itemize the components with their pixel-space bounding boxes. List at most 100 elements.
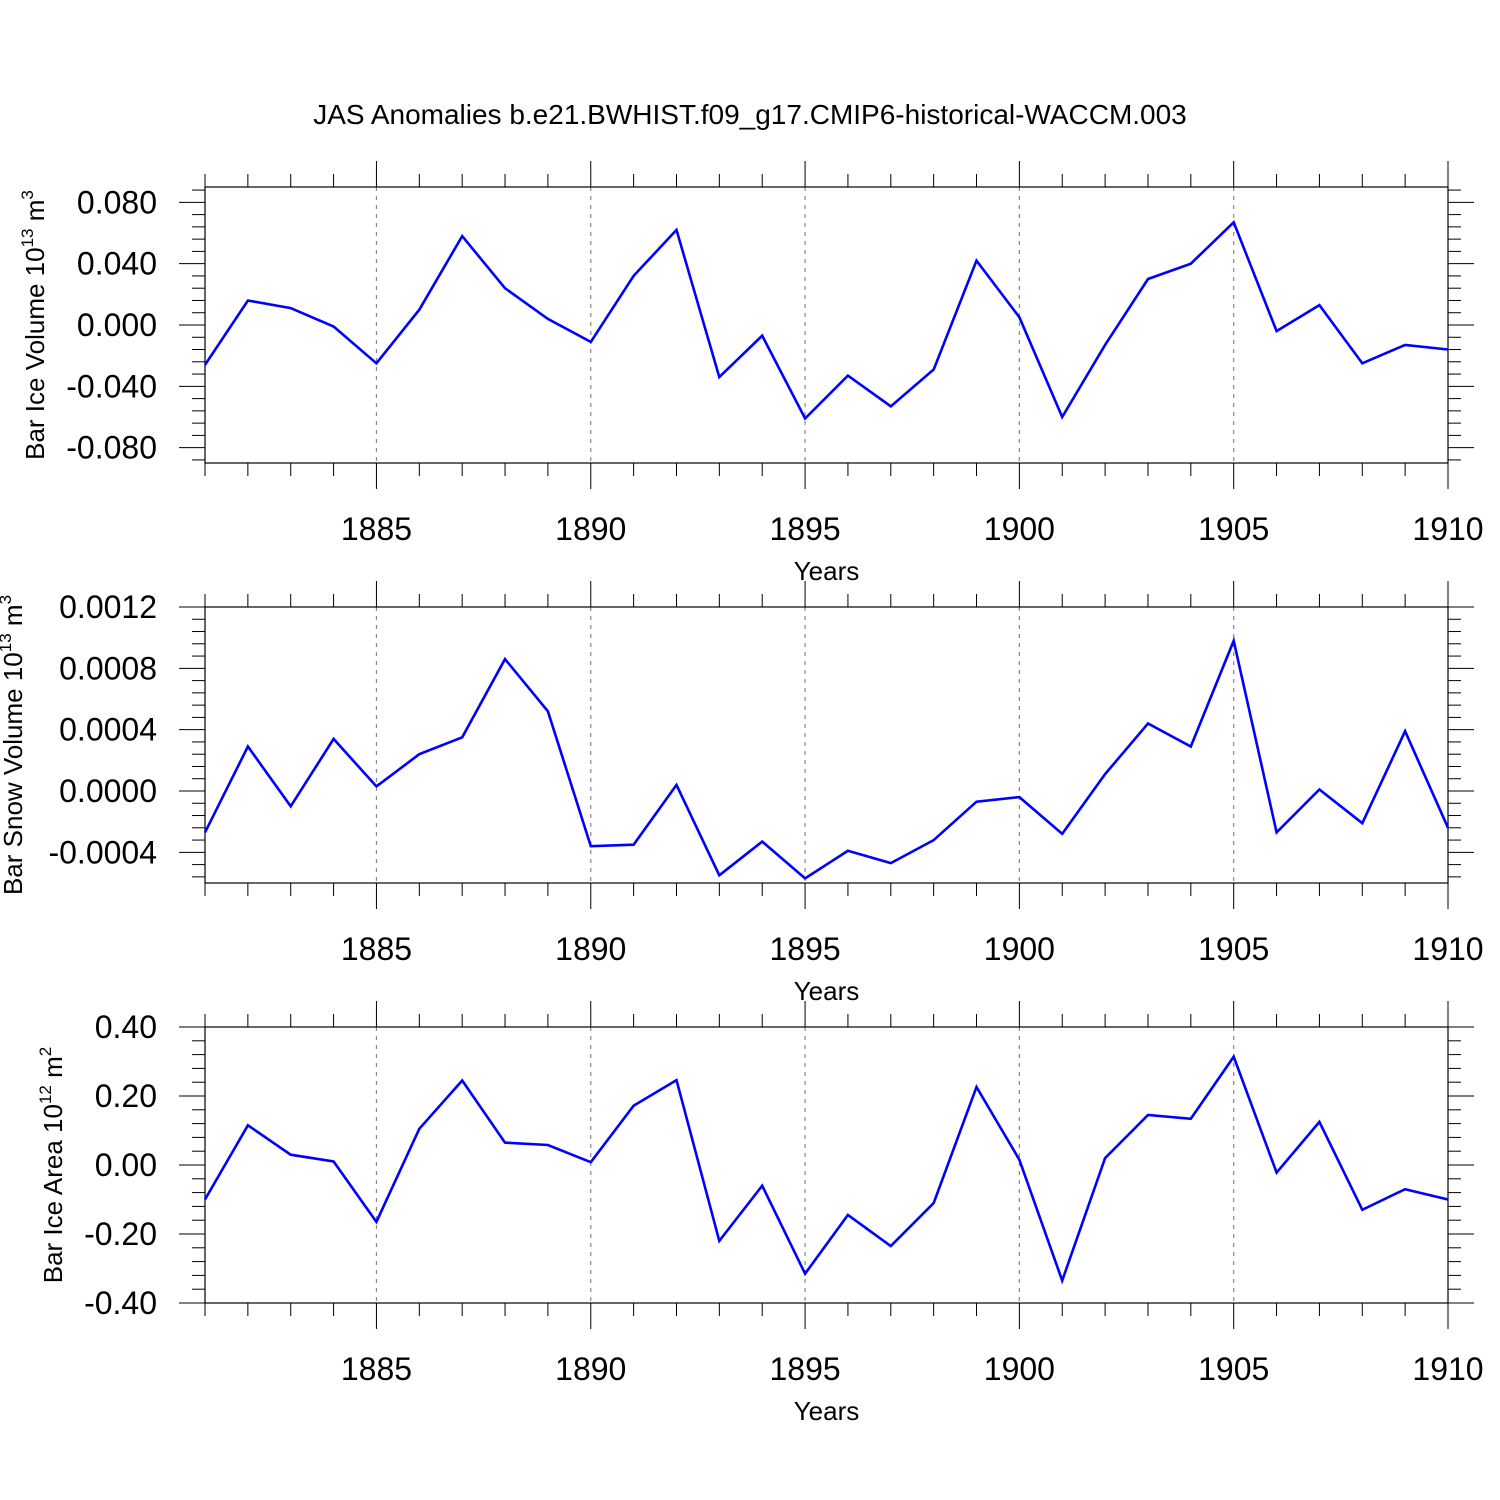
data-point bbox=[847, 1214, 849, 1216]
data-point bbox=[547, 318, 549, 320]
data-point bbox=[418, 308, 420, 310]
x-tick-label: 1905 bbox=[1198, 931, 1269, 967]
data-point bbox=[1447, 1198, 1449, 1200]
y-tick-label: -0.20 bbox=[84, 1216, 157, 1252]
data-point bbox=[718, 376, 720, 378]
y-tick-label: 0.000 bbox=[77, 307, 157, 343]
data-point bbox=[590, 341, 592, 343]
x-axis-title: Years bbox=[794, 976, 860, 1006]
data-point bbox=[718, 1240, 720, 1242]
data-point bbox=[1232, 1055, 1234, 1057]
data-point bbox=[1318, 1121, 1320, 1123]
y-tick-label: 0.20 bbox=[95, 1078, 157, 1114]
data-point bbox=[290, 805, 292, 807]
data-point bbox=[1275, 831, 1277, 833]
data-point bbox=[804, 417, 806, 419]
plot-frame bbox=[204, 1026, 1449, 1304]
series-line bbox=[203, 220, 1449, 421]
series-line bbox=[203, 636, 1450, 881]
data-point bbox=[847, 374, 849, 376]
data-point bbox=[290, 1153, 292, 1155]
figure-title: JAS Anomalies b.e21.BWHIST.f09_g17.CMIP6… bbox=[313, 99, 1187, 130]
data-point bbox=[247, 1124, 249, 1126]
data-point bbox=[1104, 1157, 1106, 1159]
data-point bbox=[1061, 1279, 1063, 1281]
data-point bbox=[1447, 827, 1449, 829]
x-tick-label: 1910 bbox=[1412, 511, 1483, 547]
data-point bbox=[332, 738, 334, 740]
y-tick-label: -0.080 bbox=[66, 430, 157, 466]
data-point bbox=[1018, 316, 1020, 318]
x-tick-label: 1900 bbox=[984, 1351, 1055, 1387]
data-point bbox=[761, 335, 763, 337]
data-point bbox=[847, 850, 849, 852]
y-tick-label: -0.40 bbox=[84, 1285, 157, 1321]
data-point bbox=[590, 1161, 592, 1163]
data-point bbox=[932, 1202, 934, 1204]
y-tick-label: -0.040 bbox=[66, 368, 157, 404]
data-point bbox=[547, 1144, 549, 1146]
data-point bbox=[1318, 788, 1320, 790]
data-point bbox=[504, 1141, 506, 1143]
data-point bbox=[375, 1221, 377, 1223]
x-tick-label: 1910 bbox=[1412, 931, 1483, 967]
data-point bbox=[1361, 1209, 1363, 1211]
data-point bbox=[761, 1185, 763, 1187]
y-tick-label: 0.40 bbox=[95, 1009, 157, 1045]
data-point bbox=[1232, 221, 1234, 223]
y-axis-title: Bar Snow Volume 1013 m3 bbox=[0, 595, 28, 895]
x-tick-label: 1900 bbox=[984, 511, 1055, 547]
x-tick-label: 1905 bbox=[1198, 511, 1269, 547]
data-point bbox=[504, 658, 506, 660]
x-tick-label: 1890 bbox=[555, 511, 626, 547]
y-axis-title: Bar Ice Area 1012 m2 bbox=[36, 1047, 68, 1284]
x-tick-label: 1910 bbox=[1412, 1351, 1483, 1387]
data-point bbox=[418, 753, 420, 755]
y-tick-label: 0.0008 bbox=[59, 650, 157, 686]
x-tick-label: 1895 bbox=[769, 931, 840, 967]
y-tick-label: 0.0000 bbox=[59, 773, 157, 809]
data-point bbox=[1190, 262, 1192, 264]
data-point bbox=[1147, 278, 1149, 280]
data-point bbox=[761, 840, 763, 842]
data-point bbox=[718, 874, 720, 876]
x-tick-label: 1885 bbox=[341, 931, 412, 967]
data-point bbox=[675, 229, 677, 231]
data-point bbox=[804, 877, 806, 879]
data-point bbox=[375, 785, 377, 787]
data-point bbox=[204, 364, 206, 366]
data-point bbox=[932, 839, 934, 841]
x-axis-title: Years bbox=[794, 556, 860, 586]
x-tick-label: 1885 bbox=[341, 1351, 412, 1387]
data-point bbox=[204, 831, 206, 833]
chart-panel-1: -0.080 -0.040 0.000 0.040 0.080 1885 1890 1895 1… bbox=[18, 161, 1484, 586]
data-point bbox=[1447, 348, 1449, 350]
chart-panel-2: -0.0004 0.0000 0.0004 0.0008 0.0012 1885 1890 1… bbox=[0, 581, 1484, 1006]
data-point bbox=[1104, 773, 1106, 775]
panels: -0.080 -0.040 0.000 0.040 0.080 1885 1890 1895 1… bbox=[0, 161, 1484, 1426]
x-tick-label: 1890 bbox=[555, 1351, 626, 1387]
data-point bbox=[1147, 722, 1149, 724]
data-point bbox=[1404, 1188, 1406, 1190]
data-point bbox=[547, 710, 549, 712]
x-tick-label: 1885 bbox=[341, 511, 412, 547]
data-point bbox=[461, 736, 463, 738]
y-tick-label: 0.0004 bbox=[59, 712, 157, 748]
x-tick-label: 1895 bbox=[769, 1351, 840, 1387]
plot-frame bbox=[204, 186, 1449, 464]
y-tick-label: 0.080 bbox=[77, 184, 157, 220]
data-point bbox=[1404, 344, 1406, 346]
x-tick-label: 1905 bbox=[1198, 1351, 1269, 1387]
data-point bbox=[204, 1198, 206, 1200]
y-tick-label: 0.00 bbox=[95, 1147, 157, 1183]
data-point bbox=[1275, 330, 1277, 332]
data-point bbox=[975, 259, 977, 261]
chart-panel-3: -0.40 -0.20 0.00 0.20 0.40 1885 1890 1895 1900 19… bbox=[36, 1001, 1484, 1426]
data-point bbox=[675, 1079, 677, 1081]
y-axis-title: Bar Ice Volume 1013 m3 bbox=[18, 190, 50, 460]
data-point bbox=[1361, 822, 1363, 824]
data-point bbox=[1361, 362, 1363, 364]
data-point bbox=[332, 325, 334, 327]
data-point bbox=[932, 368, 934, 370]
